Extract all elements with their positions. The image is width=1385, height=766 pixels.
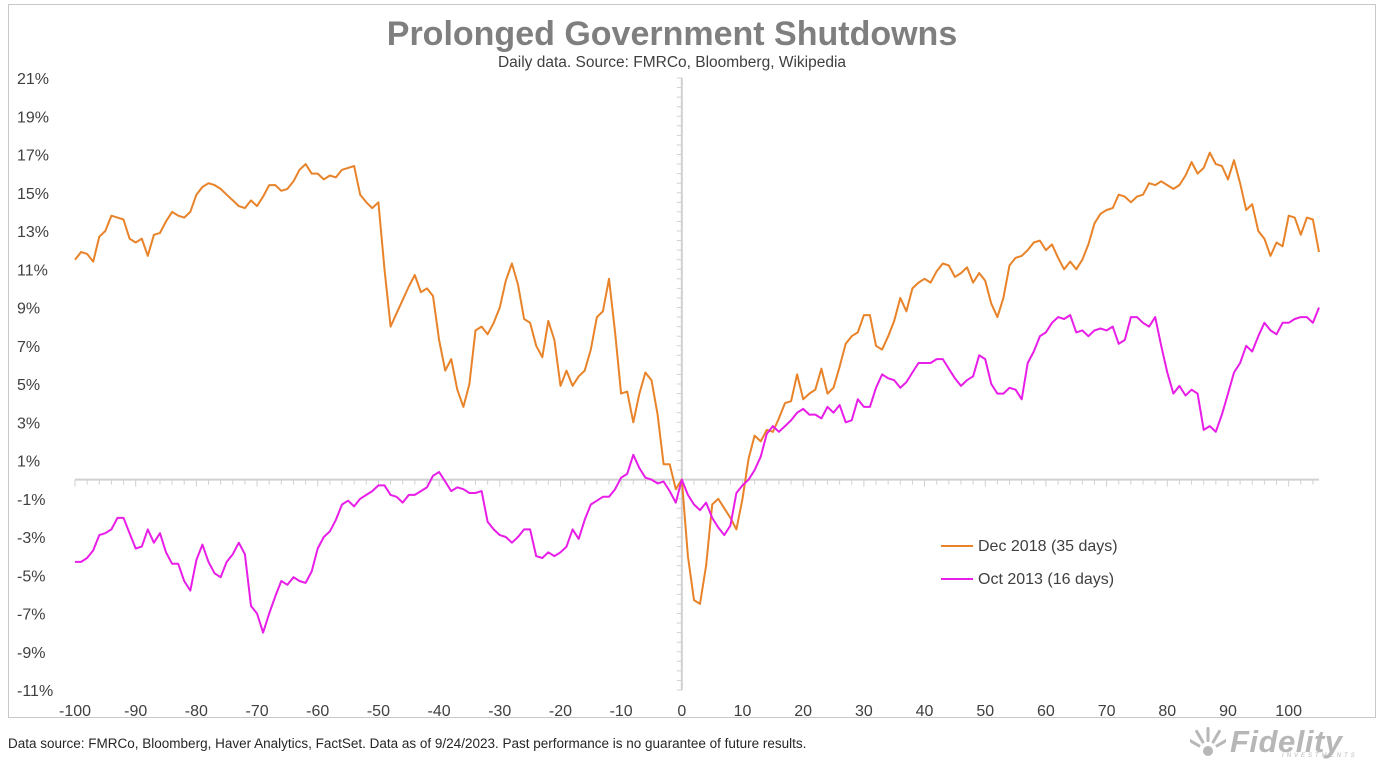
y-tick-label: -11%	[17, 683, 53, 700]
legend-label: Dec 2018 (35 days)	[978, 538, 1118, 555]
y-tick-label: 21%	[17, 71, 49, 88]
x-tick-label: -80	[185, 703, 208, 717]
chart-subtitle: Daily data. Source: FMRCo, Bloomberg, Wi…	[498, 54, 846, 71]
y-tick-label: 7%	[17, 339, 40, 356]
x-tick-label: -50	[367, 703, 390, 717]
x-tick-label: -60	[306, 703, 329, 717]
x-tick-label: 20	[794, 703, 812, 717]
x-tick-label: 100	[1275, 703, 1302, 717]
x-tick-label: 40	[916, 703, 934, 717]
x-tick-label: -20	[549, 703, 572, 717]
x-tick-label: 70	[1098, 703, 1116, 717]
x-tick-label: -100	[59, 703, 91, 717]
y-tick-label: 19%	[17, 109, 49, 126]
series-line-dec-2018	[74, 151, 1320, 605]
y-tick-label: -5%	[17, 568, 45, 585]
y-tick-label: 17%	[17, 148, 49, 165]
series-line-oct-2013	[75, 307, 1320, 634]
x-tick-label: 90	[1219, 703, 1237, 717]
fidelity-logo: Fidelity INVESTMENTS	[1190, 722, 1380, 762]
x-tick-label: 50	[976, 703, 994, 717]
y-tick-label: -7%	[17, 607, 45, 624]
y-tick-label: 13%	[17, 224, 49, 241]
x-tick-label: -70	[245, 703, 268, 717]
chart-title: Prolonged Government Shutdowns	[387, 15, 957, 53]
x-tick-label: 10	[734, 703, 752, 717]
x-tick-label: 30	[855, 703, 873, 717]
y-tick-label: 11%	[17, 262, 48, 279]
y-tick-label: -9%	[17, 645, 45, 662]
y-tick-label: 5%	[17, 377, 40, 394]
legend-label: Oct 2013 (16 days)	[978, 571, 1114, 588]
footer-note: Data source: FMRCo, Bloomberg, Haver Ana…	[8, 736, 807, 751]
y-tick-label: 1%	[17, 454, 40, 471]
x-tick-label: -30	[488, 703, 511, 717]
x-tick-label: -40	[428, 703, 451, 717]
y-tick-label: 15%	[17, 186, 49, 203]
x-tick-label: 60	[1037, 703, 1055, 717]
x-tick-label: -90	[124, 703, 147, 717]
y-tick-label: 3%	[17, 415, 40, 432]
y-tick-label: -1%	[17, 492, 45, 509]
logo-mark-icon	[1190, 727, 1226, 756]
logo-subtext: INVESTMENTS	[1282, 753, 1358, 759]
y-tick-label: -3%	[17, 530, 45, 547]
chart-frame: Prolonged Government Shutdowns Daily data…	[8, 4, 1376, 718]
y-tick-label: 9%	[17, 301, 40, 318]
x-tick-label: 0	[677, 703, 686, 717]
x-tick-label: -10	[610, 703, 633, 717]
logo-wordmark: Fidelity	[1230, 724, 1343, 759]
x-tick-label: 80	[1158, 703, 1176, 717]
